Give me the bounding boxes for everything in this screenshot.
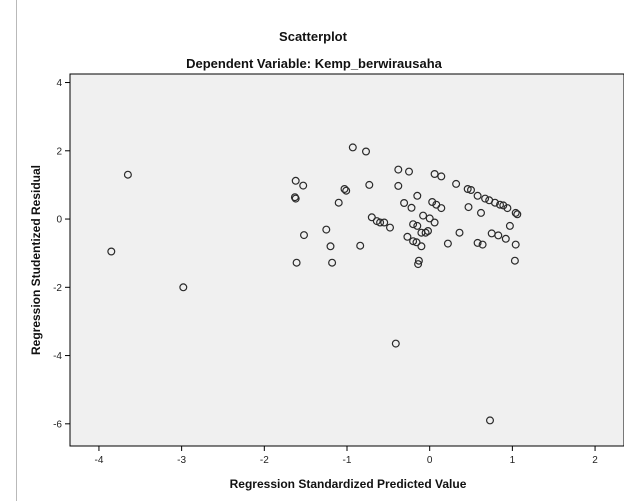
data-point	[291, 176, 300, 185]
data-point	[412, 238, 421, 247]
data-point	[405, 167, 414, 176]
data-point	[348, 143, 357, 152]
data-point	[473, 238, 482, 247]
data-point	[400, 199, 409, 208]
data-point	[376, 218, 385, 227]
data-point	[486, 416, 495, 425]
data-point	[421, 228, 430, 237]
data-point	[123, 170, 132, 179]
y-tick-label: -2	[53, 283, 62, 294]
data-point	[414, 260, 423, 269]
data-points	[107, 143, 522, 425]
y-axis: -6 -4 -2 0 2 4	[53, 78, 70, 430]
x-tick-label: -3	[177, 455, 186, 466]
data-point	[437, 204, 446, 213]
data-point	[299, 181, 308, 190]
data-point	[328, 258, 337, 267]
data-point	[478, 240, 487, 249]
data-point	[511, 208, 520, 217]
y-tick-label: 0	[56, 215, 62, 226]
data-point	[513, 210, 522, 219]
data-point	[430, 170, 439, 179]
data-point	[340, 185, 349, 194]
data-point	[413, 191, 422, 200]
chart-subtitle: Dependent Variable: Kemp_berwirausaha	[186, 56, 443, 71]
chart-title: Scatterplot	[279, 29, 348, 44]
y-axis-label: Regression Studentized Residual	[29, 165, 43, 355]
data-point	[473, 191, 482, 200]
data-point	[365, 180, 374, 189]
data-point	[505, 221, 514, 230]
data-point	[425, 214, 434, 223]
y-tick-label: -4	[53, 351, 62, 362]
data-point	[477, 208, 486, 217]
data-point	[414, 256, 423, 265]
data-point	[437, 172, 446, 181]
x-tick-label: 0	[427, 455, 433, 466]
data-point	[464, 203, 473, 212]
data-point	[356, 241, 365, 250]
x-axis: -4 -3 -2 -1 0 1 2	[94, 446, 598, 466]
data-point	[394, 165, 403, 174]
data-point	[334, 198, 343, 207]
data-point	[503, 204, 512, 213]
x-tick-label: 1	[510, 455, 516, 466]
data-point	[391, 339, 400, 348]
data-point	[413, 221, 422, 230]
data-point	[455, 228, 464, 237]
data-point	[496, 200, 505, 209]
data-point	[417, 242, 426, 251]
data-point	[499, 201, 508, 210]
data-point	[291, 194, 300, 203]
data-point	[322, 225, 331, 234]
y-tick-label: 4	[56, 78, 62, 89]
data-point	[300, 231, 309, 240]
x-tick-label: -1	[343, 455, 352, 466]
data-point	[501, 234, 510, 243]
data-point	[463, 185, 472, 194]
data-point	[419, 211, 428, 220]
y-tick-label: 2	[56, 146, 62, 157]
data-point	[511, 240, 520, 249]
data-point	[407, 203, 416, 212]
data-point	[428, 198, 437, 207]
data-point	[362, 147, 371, 156]
data-point	[179, 283, 188, 292]
data-point	[452, 179, 461, 188]
data-point	[386, 223, 395, 232]
data-point	[107, 247, 116, 256]
data-point	[430, 218, 439, 227]
plot-area	[69, 73, 624, 447]
data-point	[467, 186, 476, 195]
y-tick-label: -6	[53, 419, 62, 430]
data-point	[326, 242, 335, 251]
data-point	[380, 218, 389, 227]
data-point	[394, 181, 403, 190]
x-tick-label: -2	[260, 455, 269, 466]
data-point	[491, 198, 500, 207]
data-point	[403, 232, 412, 241]
data-point	[424, 227, 433, 236]
data-point	[292, 258, 301, 267]
data-point	[443, 239, 452, 248]
data-point	[481, 194, 490, 203]
data-point	[367, 213, 376, 222]
data-point	[342, 186, 351, 195]
data-point	[409, 237, 418, 246]
x-axis-label: Regression Standardized Predicted Value	[230, 477, 467, 491]
x-tick-label: -4	[94, 455, 103, 466]
data-point	[409, 220, 418, 229]
data-point	[510, 256, 519, 265]
data-point	[494, 231, 503, 240]
x-tick-label: 2	[592, 455, 598, 466]
